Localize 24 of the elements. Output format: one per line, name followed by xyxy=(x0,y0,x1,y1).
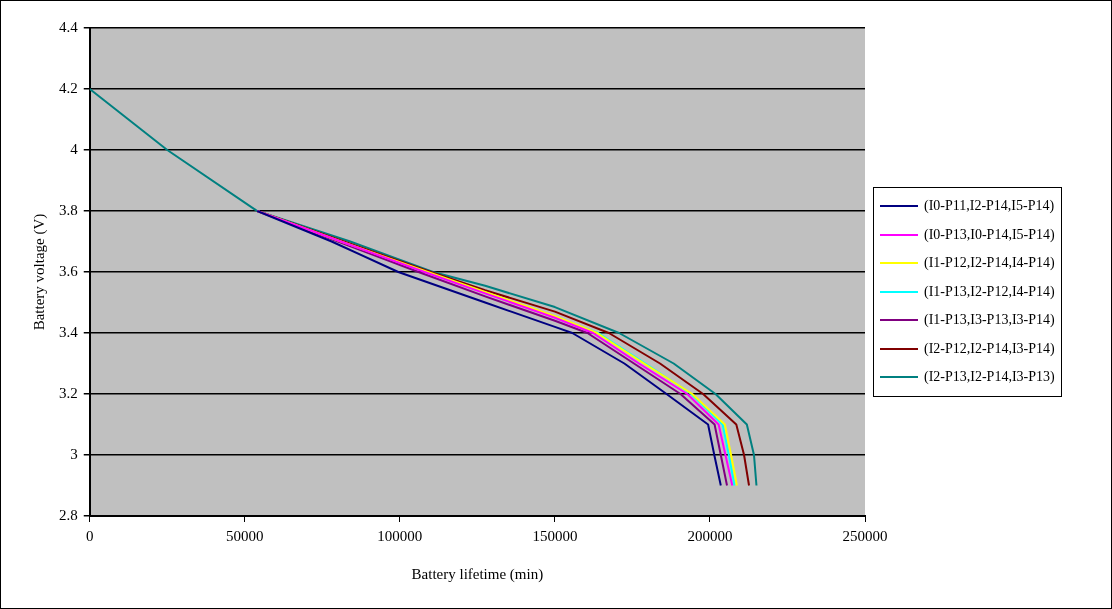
legend-label: (I0-P13,I0-P14,I5-P14) xyxy=(924,226,1055,243)
legend-label: (I1-P13,I2-P12,I4-P14) xyxy=(924,283,1055,300)
y-tick-label: 3.4 xyxy=(59,323,79,340)
y-tick-label: 4 xyxy=(70,140,79,157)
legend-label: (I2-P13,I2-P14,I3-P13) xyxy=(924,369,1055,386)
legend-label: (I1-P13,I3-P13,I3-P14) xyxy=(924,312,1055,329)
x-tick-label: 50000 xyxy=(226,527,264,544)
y-tick-label: 3 xyxy=(70,445,78,462)
y-axis-title: Battery voltage (V) xyxy=(30,213,48,331)
y-tick-label: 3.2 xyxy=(59,384,78,401)
y-tick-label: 2.8 xyxy=(59,506,78,523)
y-tick-label: 4.2 xyxy=(59,79,78,96)
x-tick-label: 100000 xyxy=(377,527,423,544)
legend-label: (I1-P12,I2-P14,I4-P14) xyxy=(924,255,1055,272)
legend-label: (I2-P12,I2-P14,I3-P14) xyxy=(924,340,1055,357)
x-tick-label: 0 xyxy=(86,527,94,544)
y-tick-label: 4.4 xyxy=(59,18,79,35)
x-tick-label: 250000 xyxy=(842,527,888,544)
y-tick-label: 3.6 xyxy=(59,262,79,279)
y-tick-label: 3.8 xyxy=(59,201,78,218)
x-tick-label: 200000 xyxy=(687,527,733,544)
x-tick-label: 150000 xyxy=(532,527,578,544)
x-axis-title: Battery lifetime (min) xyxy=(411,565,544,583)
legend-label: (I0-P11,I2-P14,I5-P14) xyxy=(924,198,1055,215)
